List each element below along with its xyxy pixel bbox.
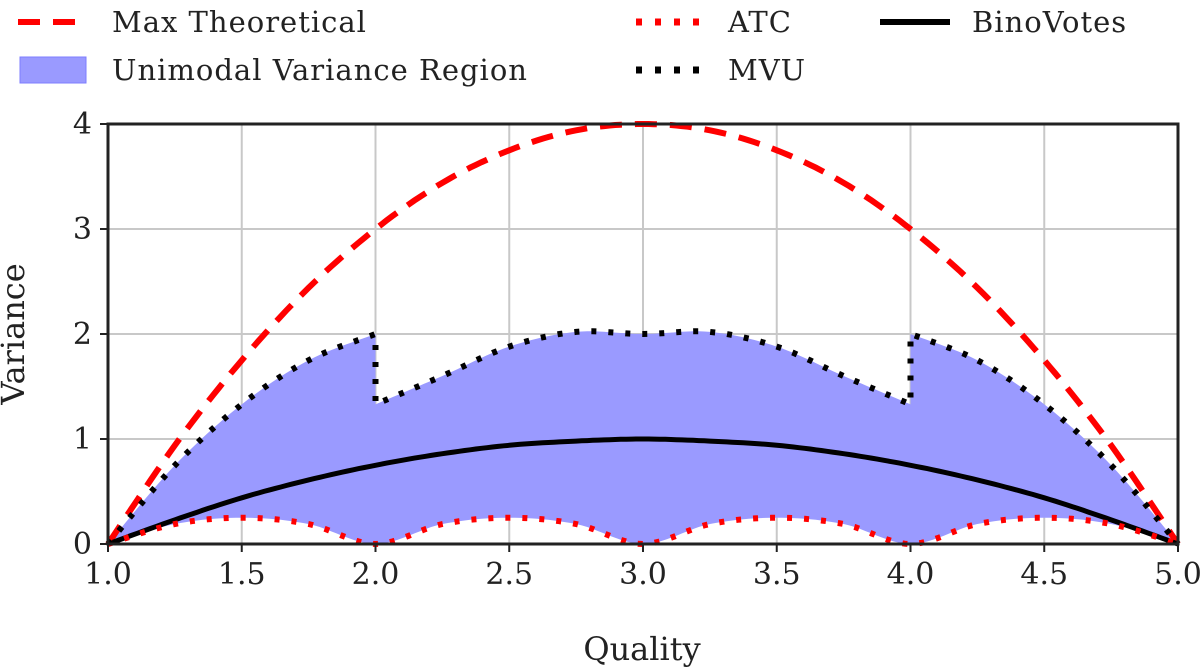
x-tick-label-4: 3.0 [619, 557, 667, 592]
x-tick-label-0: 1.0 [84, 557, 132, 592]
legend-item-mvu: MVU [636, 53, 806, 87]
legend-label-mvu: MVU [728, 53, 806, 87]
binovotes-line [107, 436, 1179, 547]
legend-label-atc: ATC [727, 5, 792, 39]
legend-item-binovotes: BinoVotes [880, 5, 1127, 39]
x-tick-label-7: 4.5 [1020, 557, 1068, 592]
legend-label-binovotes: BinoVotes [972, 5, 1127, 39]
x-tick-label-1: 1.5 [218, 557, 266, 592]
x-tick-label-8: 5.0 [1154, 557, 1200, 592]
legend: Max Theoretical Unimodal Variance Region… [18, 5, 1127, 87]
legend-swatch-region [19, 56, 87, 84]
legend-item-unimodal-variance-region: Unimodal Variance Region [19, 53, 528, 87]
x-tick-label-6: 4.0 [887, 557, 935, 592]
legend-label-max-theoretical: Max Theoretical [112, 5, 367, 39]
y-tick-label-3: 3 [73, 212, 92, 247]
x-tick-label-5: 3.5 [753, 557, 801, 592]
legend-label-region: Unimodal Variance Region [112, 53, 528, 87]
y-tick-label-2: 2 [73, 317, 92, 352]
y-tick-label-1: 1 [73, 422, 92, 457]
x-axis-title: Quality [583, 630, 700, 668]
legend-item-atc: ATC [636, 5, 792, 39]
x-tick-label-3: 2.5 [485, 557, 533, 592]
y-axis-title: Variance [0, 263, 32, 405]
y-tick-label-4: 4 [73, 107, 92, 142]
y-tick-label-0: 0 [73, 527, 92, 562]
plot-area: 1.0 1.5 2.0 2.5 3.0 3.5 4.0 4.5 5.0 0 1 2 3 4 [73, 107, 1200, 592]
mvu-line [105, 328, 1181, 546]
legend-item-max-theoretical: Max Theoretical [18, 5, 367, 39]
x-tick-label-2: 2.0 [352, 557, 400, 592]
